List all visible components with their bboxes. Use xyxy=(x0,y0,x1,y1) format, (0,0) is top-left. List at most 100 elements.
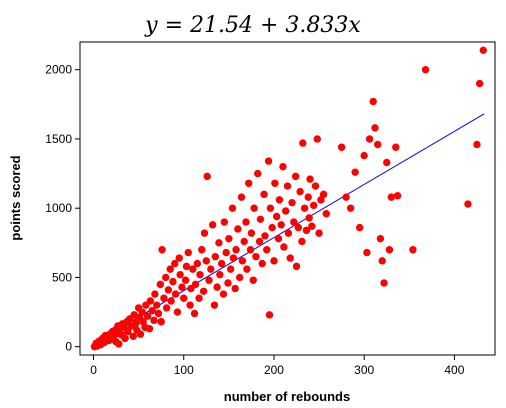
scatter-point-84 xyxy=(208,221,217,229)
scatter-point-148 xyxy=(305,214,313,222)
scatter-point-101 xyxy=(234,225,242,233)
scatter-point-45 xyxy=(150,316,158,325)
data-points xyxy=(90,46,487,351)
scatter-point-47 xyxy=(152,301,161,309)
scatter-point-110 xyxy=(247,229,256,237)
scatter-point-107 xyxy=(243,265,251,273)
scatter-point-137 xyxy=(288,198,296,207)
scatter-point-155 xyxy=(317,196,325,204)
scatter-point-119 xyxy=(261,232,269,240)
scatter-point-112 xyxy=(250,204,258,212)
scatter-point-154 xyxy=(315,229,323,237)
scatter-point-145 xyxy=(300,204,309,212)
x-axis-label: number of rebounds xyxy=(224,389,350,404)
scatter-point-90 xyxy=(217,259,226,268)
scatter-point-58 xyxy=(169,277,177,286)
scatter-point-97 xyxy=(228,204,237,212)
scatter-point-102 xyxy=(235,273,244,282)
scatter-point-141 xyxy=(294,223,303,232)
scatter-point-149 xyxy=(306,175,314,183)
scatter-point-53 xyxy=(162,273,170,282)
scatter-point-127 xyxy=(272,212,281,221)
scatter-point-32 xyxy=(132,319,140,327)
scatter-point-165 xyxy=(365,135,374,143)
scatter-point-117 xyxy=(258,259,266,268)
scatter-point-64 xyxy=(178,283,186,291)
scatter-point-80 xyxy=(202,257,211,265)
scatter-point-52 xyxy=(160,294,168,302)
scatter-point-129 xyxy=(275,196,284,204)
scatter-point-152 xyxy=(311,182,320,190)
scatter-point-120 xyxy=(263,246,271,254)
scatter-point-30 xyxy=(129,332,137,341)
scatter-point-61 xyxy=(173,308,182,316)
scatter-point-59 xyxy=(171,259,179,268)
x-tick-label-300: 300 xyxy=(354,363,374,377)
scatter-point-93 xyxy=(222,248,230,257)
scatter-point-146 xyxy=(302,226,311,235)
scatter-point-167 xyxy=(371,124,379,132)
scatter-point-159 xyxy=(342,193,350,201)
scatter-point-177 xyxy=(409,246,417,254)
scatter-point-136 xyxy=(286,254,294,262)
scatter-point-116 xyxy=(256,215,265,223)
scatter-point-126 xyxy=(271,179,279,187)
scatter-point-103 xyxy=(237,193,246,201)
scatter-point-121 xyxy=(264,157,273,165)
scatter-point-89 xyxy=(216,270,224,279)
scatter-point-176 xyxy=(393,192,402,200)
scatter-point-56 xyxy=(166,265,174,273)
scatter-point-140 xyxy=(292,262,301,271)
scatter-point-131 xyxy=(279,162,287,171)
scatter-point-158 xyxy=(337,143,346,151)
scatter-point-98 xyxy=(229,254,238,262)
scatter-point-139 xyxy=(291,172,300,181)
scatter-point-66 xyxy=(181,276,190,284)
scatter-point-168 xyxy=(374,140,382,149)
scatter-point-75 xyxy=(195,294,203,302)
scatter-point-180 xyxy=(473,140,481,149)
scatter-point-85 xyxy=(210,301,219,309)
scatter-point-162 xyxy=(355,223,364,232)
scatter-point-37 xyxy=(138,308,146,316)
scatter-point-132 xyxy=(280,243,288,251)
x-tick-label-100: 100 xyxy=(174,363,194,377)
scatter-point-143 xyxy=(298,237,306,246)
scatter-point-51 xyxy=(158,246,166,254)
scatter-point-49 xyxy=(156,280,164,289)
scatter-point-60 xyxy=(171,290,180,298)
scatter-point-105 xyxy=(240,237,248,246)
scatter-point-100 xyxy=(232,246,240,254)
scatter-point-43 xyxy=(146,297,155,305)
scatter-point-169 xyxy=(376,234,385,243)
scatter-point-174 xyxy=(387,193,395,201)
scatter-point-175 xyxy=(392,143,400,151)
scatter-point-118 xyxy=(260,190,268,199)
scatter-point-133 xyxy=(281,207,290,215)
scatter-point-142 xyxy=(296,187,304,196)
scatter-point-69 xyxy=(186,301,194,309)
scatter-point-156 xyxy=(319,190,328,199)
scatter-point-25 xyxy=(121,334,129,343)
x-tick-label-400: 400 xyxy=(444,363,464,377)
scatter-point-172 xyxy=(383,158,391,167)
scatter-point-130 xyxy=(277,221,285,229)
scatter-point-178 xyxy=(421,65,430,74)
scatter-point-91 xyxy=(219,290,228,298)
y-tick-label-1000: 1000 xyxy=(45,201,72,215)
scatter-point-150 xyxy=(308,222,316,230)
scatter-point-122 xyxy=(265,311,274,319)
scatter-point-87 xyxy=(213,283,221,291)
scatter-point-135 xyxy=(284,229,293,237)
scatter-point-171 xyxy=(380,279,388,287)
y-tick-label-1500: 1500 xyxy=(45,132,72,146)
scatter-point-115 xyxy=(255,237,264,246)
scatter-point-68 xyxy=(184,248,192,257)
scatter-point-67 xyxy=(182,262,191,271)
scatter-point-124 xyxy=(268,223,276,232)
scatter-point-125 xyxy=(270,257,278,265)
scatter-point-88 xyxy=(215,239,223,247)
scatter-point-182 xyxy=(479,46,487,55)
scatter-point-86 xyxy=(211,252,220,261)
